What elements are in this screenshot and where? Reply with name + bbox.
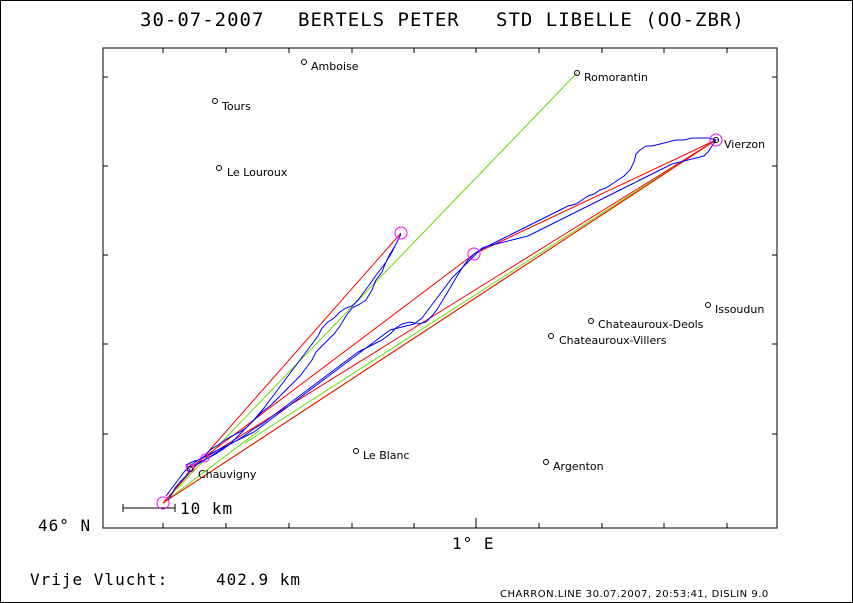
place-label-vierzon: Vierzon — [724, 138, 765, 151]
place-marker-vierzon — [713, 137, 719, 143]
place-label-argenton: Argenton — [553, 460, 604, 473]
place-marker-chateauroux-villers — [548, 333, 554, 339]
sector-lines — [162, 72, 717, 504]
y-axis-label: 46° N — [38, 516, 91, 535]
title-pilot: BERTELS PETER — [298, 9, 460, 31]
distance-label: Vrije Vlucht: — [30, 570, 168, 589]
place-label-le-blanc: Le Blanc — [363, 449, 410, 462]
tick-marks — [103, 48, 777, 528]
distance-value: 402.9 km — [216, 570, 301, 589]
turnpoint-1 — [394, 226, 408, 240]
turnpoint-3 — [200, 453, 210, 463]
turnpoint-4 — [467, 247, 481, 261]
place-marker-chateauroux-deols — [588, 318, 594, 324]
place-marker-chauvigny — [187, 466, 193, 472]
place-marker-issoudun — [705, 302, 711, 308]
place-markers — [187, 59, 719, 472]
title-glider: STD LIBELLE (OO-ZBR) — [496, 9, 745, 31]
place-label-chateauroux-villers: Chateauroux-Villers — [559, 334, 667, 347]
place-marker-le-blanc — [353, 448, 359, 454]
scale-bar-label: 10 km — [180, 499, 233, 518]
place-label-le-louroux: Le Louroux — [227, 166, 288, 179]
place-label-chauvigny: Chauvigny — [198, 468, 257, 481]
turnpoint-vierzon — [709, 133, 723, 147]
turnpoints — [156, 133, 723, 510]
place-label-chateauroux-deols: Chateauroux-Deols — [598, 318, 704, 331]
place-marker-argenton — [543, 459, 549, 465]
place-marker-le-louroux — [216, 165, 222, 171]
title-date: 30-07-2007 — [140, 9, 264, 31]
place-label-romorantin: Romorantin — [584, 71, 648, 84]
plot-frame — [102, 47, 778, 529]
place-marker-tours — [212, 98, 218, 104]
place-label-tours: Tours — [221, 100, 251, 113]
place-label-amboise: Amboise — [311, 60, 359, 73]
place-marker-romorantin — [574, 70, 580, 76]
flight-track — [165, 137, 717, 501]
x-axis-label: 1° E — [452, 534, 495, 553]
place-label-issoudun: Issoudun — [715, 303, 764, 316]
turnpoint-start — [156, 496, 170, 510]
place-marker-amboise — [301, 59, 307, 65]
scale-bar — [122, 504, 176, 512]
program-info: CHARRON.LINE 30.07.2007, 20:53:41, DISLI… — [500, 589, 769, 600]
